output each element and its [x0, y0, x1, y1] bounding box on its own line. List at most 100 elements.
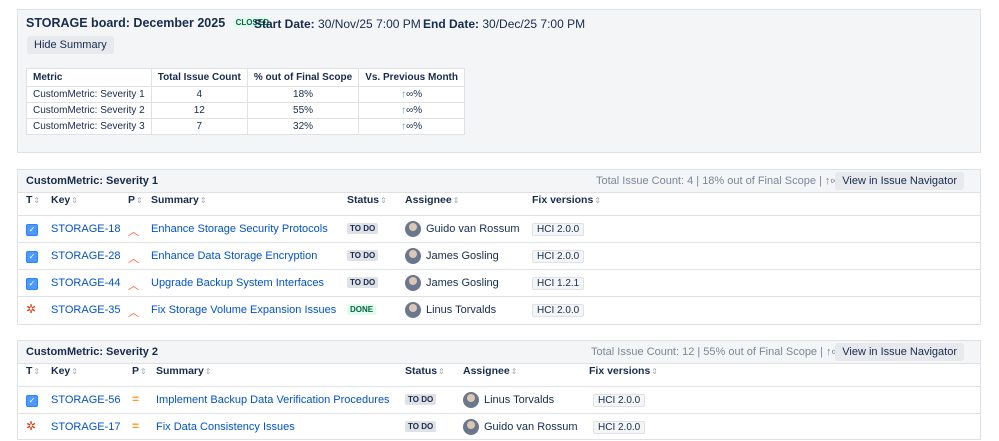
issue-summary-link[interactable]: Upgrade Backup System Interfaces [151, 277, 325, 289]
high-priority-icon: ︿ [128, 307, 139, 319]
fix-version[interactable]: HCI 2.0.0 [532, 223, 585, 236]
section-title: CustomMetric: Severity 2 [26, 346, 159, 358]
board-title-text: STORAGE board: December 2025 [26, 16, 226, 30]
summary-panel: STORAGE board: December 2025 CLOSED Star… [17, 9, 981, 153]
section-title: CustomMetric: Severity 1 [26, 175, 159, 187]
issue-summary-link[interactable]: Fix Storage Volume Expansion Issues [151, 304, 337, 316]
sort-icon: ⇕ [380, 196, 387, 205]
task-icon: ✓ [26, 395, 38, 407]
issue-key-link[interactable]: STORAGE-28 [51, 250, 121, 262]
issue-key-link[interactable]: STORAGE-17 [51, 421, 121, 433]
sort-icon: ⇕ [438, 367, 445, 376]
section-stats: Total Issue Count: 12 | 55% out of Final… [591, 346, 850, 358]
sort-icon: ⇕ [136, 196, 143, 205]
col-fix-versions[interactable]: Fix versions⇕ [532, 194, 601, 206]
status-badge: TO DO [405, 421, 437, 432]
fix-version[interactable]: HCI 2.0.0 [593, 394, 646, 407]
sort-icon: ⇕ [140, 367, 147, 376]
vs-header: Vs. Previous Month [358, 68, 465, 87]
status-badge: TO DO [347, 277, 379, 288]
fix-version[interactable]: HCI 2.0.0 [532, 250, 585, 263]
pct-header: % out of Final Scope [246, 68, 360, 87]
sort-icon: ⇕ [71, 196, 78, 205]
table-row: ✓ STORAGE-28 ︿ Enhance Data Storage Encr… [18, 242, 980, 270]
col-assignee[interactable]: Assignee⇕ [405, 194, 460, 206]
up-arrow-icon: ↑ [401, 121, 407, 132]
status-badge: TO DO [405, 394, 437, 405]
severity-2-section: CustomMetric: Severity 2 Total Issue Cou… [17, 340, 981, 440]
start-date: Start Date: 30/Nov/25 7:00 PM [254, 17, 421, 31]
col-status[interactable]: Status⇕ [405, 365, 445, 377]
task-icon: ✓ [26, 278, 38, 290]
col-key[interactable]: Key⇕ [51, 365, 78, 377]
up-arrow-icon: ↑ [401, 105, 407, 116]
fix-version[interactable]: HCI 2.0.0 [593, 421, 646, 434]
sort-icon: ⇕ [33, 196, 41, 205]
medium-priority-icon: = [132, 419, 140, 433]
avatar [405, 275, 421, 291]
avatar [405, 248, 421, 264]
issue-summary-link[interactable]: Fix Data Consistency Issues [156, 421, 295, 433]
view-in-issue-navigator-button[interactable]: View in Issue Navigator [835, 172, 964, 190]
col-fix-versions[interactable]: Fix versions⇕ [589, 365, 658, 377]
avatar [463, 419, 479, 435]
sort-icon: ⇕ [651, 367, 658, 376]
avatar [405, 221, 421, 237]
sort-icon: ⇕ [204, 367, 212, 376]
issue-summary-link[interactable]: Enhance Storage Security Protocols [151, 223, 328, 235]
metric-row: CustomMetric: Severity 1 4 18% ↑∞% [26, 86, 465, 103]
col-type[interactable]: T⇕ [26, 194, 41, 206]
col-key[interactable]: Key⇕ [51, 194, 78, 206]
table-row: ✓ STORAGE-18 ︿ Enhance Storage Security … [18, 215, 980, 243]
section-header: CustomMetric: Severity 2 Total Issue Cou… [18, 341, 980, 364]
col-priority[interactable]: P⇕ [128, 194, 143, 206]
sort-icon: ⇕ [33, 367, 41, 376]
board-title: STORAGE board: December 2025 CLOSED [26, 16, 272, 30]
bug-icon: ✲ [26, 419, 37, 433]
count-header: Total Issue Count [150, 68, 248, 87]
high-priority-icon: ︿ [128, 280, 139, 292]
metric-row: CustomMetric: Severity 3 7 32% ↑∞% [26, 118, 465, 135]
issue-key-link[interactable]: STORAGE-35 [51, 304, 121, 316]
metric-row: CustomMetric: Severity 2 12 55% ↑∞% [26, 102, 465, 119]
table-row: ✓ STORAGE-44 ︿ Upgrade Backup System Int… [18, 269, 980, 297]
table-row: ✓ STORAGE-56 = Implement Backup Data Ver… [18, 386, 980, 414]
issue-summary-link[interactable]: Enhance Data Storage Encryption [151, 250, 318, 262]
status-badge: DONE [347, 304, 377, 315]
issue-key-link[interactable]: STORAGE-18 [51, 223, 121, 235]
sort-icon: ⇕ [199, 196, 207, 205]
table-row: ✲ STORAGE-17 = Fix Data Consistency Issu… [18, 413, 980, 441]
col-assignee[interactable]: Assignee⇕ [463, 365, 518, 377]
sort-icon: ⇕ [510, 367, 518, 376]
section-header: CustomMetric: Severity 1 Total Issue Cou… [18, 170, 980, 193]
high-priority-icon: ︿ [128, 226, 139, 238]
section-stats: Total Issue Count: 4 | 18% out of Final … [596, 175, 849, 187]
avatar [463, 392, 479, 408]
end-date: End Date: 30/Dec/25 7:00 PM [423, 17, 586, 31]
severity-1-section: CustomMetric: Severity 1 Total Issue Cou… [17, 169, 981, 325]
task-icon: ✓ [26, 251, 38, 263]
issue-key-link[interactable]: STORAGE-44 [51, 277, 121, 289]
issue-summary-link[interactable]: Implement Backup Data Verification Proce… [156, 394, 390, 406]
fix-version[interactable]: HCI 1.2.1 [532, 277, 585, 290]
col-summary[interactable]: Summary⇕ [151, 194, 207, 206]
bug-icon: ✲ [26, 302, 37, 316]
medium-priority-icon: = [132, 392, 140, 406]
status-badge: TO DO [347, 250, 379, 261]
col-summary[interactable]: Summary⇕ [156, 365, 212, 377]
high-priority-icon: ︿ [128, 253, 139, 265]
metric-table: Metric Total Issue Count % out of Final … [26, 68, 465, 135]
hide-summary-button[interactable]: Hide Summary [27, 36, 114, 54]
sort-icon: ⇕ [71, 367, 78, 376]
view-in-issue-navigator-button[interactable]: View in Issue Navigator [835, 343, 964, 361]
fix-version[interactable]: HCI 2.0.0 [532, 304, 585, 317]
avatar [405, 302, 421, 318]
sort-icon: ⇕ [452, 196, 460, 205]
status-badge: TO DO [347, 223, 379, 234]
col-type[interactable]: T⇕ [26, 365, 41, 377]
col-status[interactable]: Status⇕ [347, 194, 387, 206]
col-priority[interactable]: P⇕ [132, 365, 147, 377]
sort-icon: ⇕ [594, 196, 601, 205]
task-icon: ✓ [26, 224, 38, 236]
issue-key-link[interactable]: STORAGE-56 [51, 394, 121, 406]
